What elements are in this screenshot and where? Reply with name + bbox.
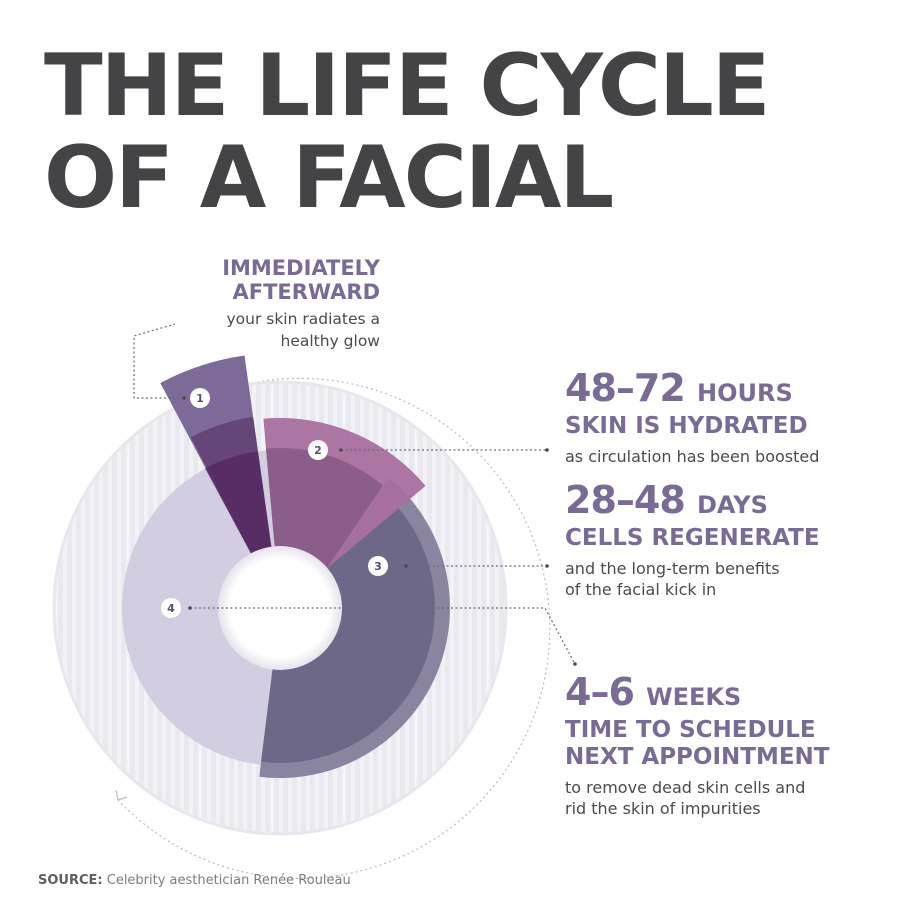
- stage-2-range: 48–72: [565, 366, 686, 410]
- badge-stage-3: 3: [368, 556, 388, 576]
- svg-text:2: 2: [314, 444, 322, 457]
- title-line-2: OF A FACIAL: [44, 128, 614, 228]
- connector-stage-1: [133, 323, 184, 399]
- badge-stage-1: 1: [190, 388, 210, 408]
- stage-2-heading: SKIN IS HYDRATED: [565, 413, 808, 439]
- page-title: THE LIFE CYCLE OF A FACIAL: [44, 36, 771, 228]
- stage-4-duration: 4–6 WEEKS: [565, 672, 830, 717]
- stage-1-heading-line-1: IMMEDIATELY: [222, 256, 380, 280]
- stage-2-unit: HOURS: [697, 379, 793, 407]
- segment-3-inner: [261, 489, 435, 763]
- stage-2-callout: 48–72 HOURS SKIN IS HYDRATED as circulat…: [565, 368, 819, 467]
- segment-1-core: [205, 451, 272, 555]
- stage-3-description: and the long-term benefits of the facial…: [565, 559, 780, 599]
- stage-4-description: to remove dead skin cells and rid the sk…: [565, 778, 806, 818]
- stage-3-duration: 28–48 DAYS: [565, 480, 820, 525]
- connector-stage-4: [190, 607, 576, 665]
- title-line-1: THE LIFE CYCLE: [44, 36, 771, 136]
- orbit-dashed-arc: [114, 377, 551, 879]
- stage-3-unit: DAYS: [697, 491, 768, 519]
- stage-1-callout: IMMEDIATELY AFTERWARD your skin radiates…: [150, 256, 380, 352]
- stage-4-callout: 4–6 WEEKS TIME TO SCHEDULE NEXT APPOINTM…: [565, 672, 830, 819]
- source-label: SOURCE:: [38, 873, 103, 888]
- badge-stage-4: 4: [161, 598, 181, 618]
- stage-4-range: 4–6: [565, 670, 635, 714]
- stage-3-callout: 28–48 DAYS CELLS REGENERATE and the long…: [565, 480, 820, 600]
- orbit-arrow-icon: [115, 789, 128, 801]
- stage-2-duration: 48–72 HOURS: [565, 368, 819, 413]
- stage-4-unit: WEEKS: [646, 683, 742, 711]
- segment-2-inner: [266, 447, 383, 570]
- badge-stage-2: 2: [308, 440, 328, 460]
- stage-2-description: as circulation has been boosted: [565, 447, 820, 466]
- stage-1-description: your skin radiates a healthy glow: [226, 310, 380, 350]
- source-credit: SOURCE: Celebrity aesthetician Renée Rou…: [38, 873, 351, 888]
- svg-text:3: 3: [374, 560, 382, 573]
- stage-3-range: 28–48: [565, 478, 686, 522]
- stage-4-heading-line-2: NEXT APPOINTMENT: [565, 744, 830, 770]
- stage-3-heading: CELLS REGENERATE: [565, 525, 820, 551]
- svg-text:4: 4: [167, 602, 175, 615]
- source-text: Celebrity aesthetician Renée Rouleau: [102, 873, 351, 888]
- stage-4-heading-line-1: TIME TO SCHEDULE: [565, 717, 816, 743]
- svg-text:1: 1: [196, 392, 204, 405]
- stage-1-heading-line-2: AFTERWARD: [232, 280, 380, 304]
